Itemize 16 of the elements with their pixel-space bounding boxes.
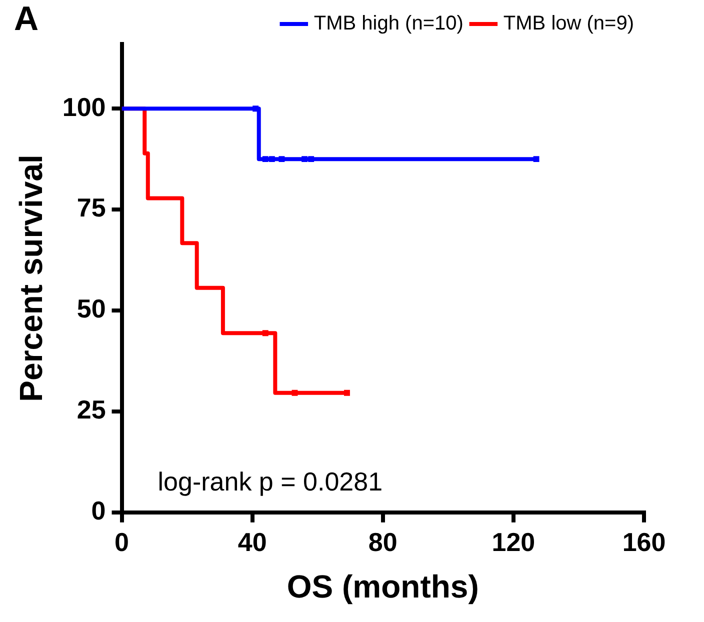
x-axis-title: OS (months) bbox=[286, 568, 479, 605]
x-tick-label: 120 bbox=[492, 527, 536, 558]
text: A bbox=[14, 0, 39, 39]
y-tick-label: 75 bbox=[76, 192, 106, 223]
legend-label: TMB low (n=9) bbox=[503, 12, 634, 35]
y-tick-label: 0 bbox=[91, 496, 106, 526]
x-tick-label: 80 bbox=[368, 527, 398, 558]
y-tick-label: 100 bbox=[62, 92, 106, 122]
x-tick-label: 40 bbox=[238, 527, 267, 558]
annotation: log-rank p = 0.0281 bbox=[158, 466, 383, 497]
legend-label: TMB high (n=10) bbox=[314, 12, 464, 35]
x-tick-label: 0 bbox=[114, 527, 130, 558]
y-tick-label: 50 bbox=[76, 294, 106, 324]
y-tick-label: 25 bbox=[76, 394, 106, 425]
y-axis-title: Percent survival bbox=[13, 154, 50, 402]
x-tick-label: 160 bbox=[622, 527, 666, 558]
